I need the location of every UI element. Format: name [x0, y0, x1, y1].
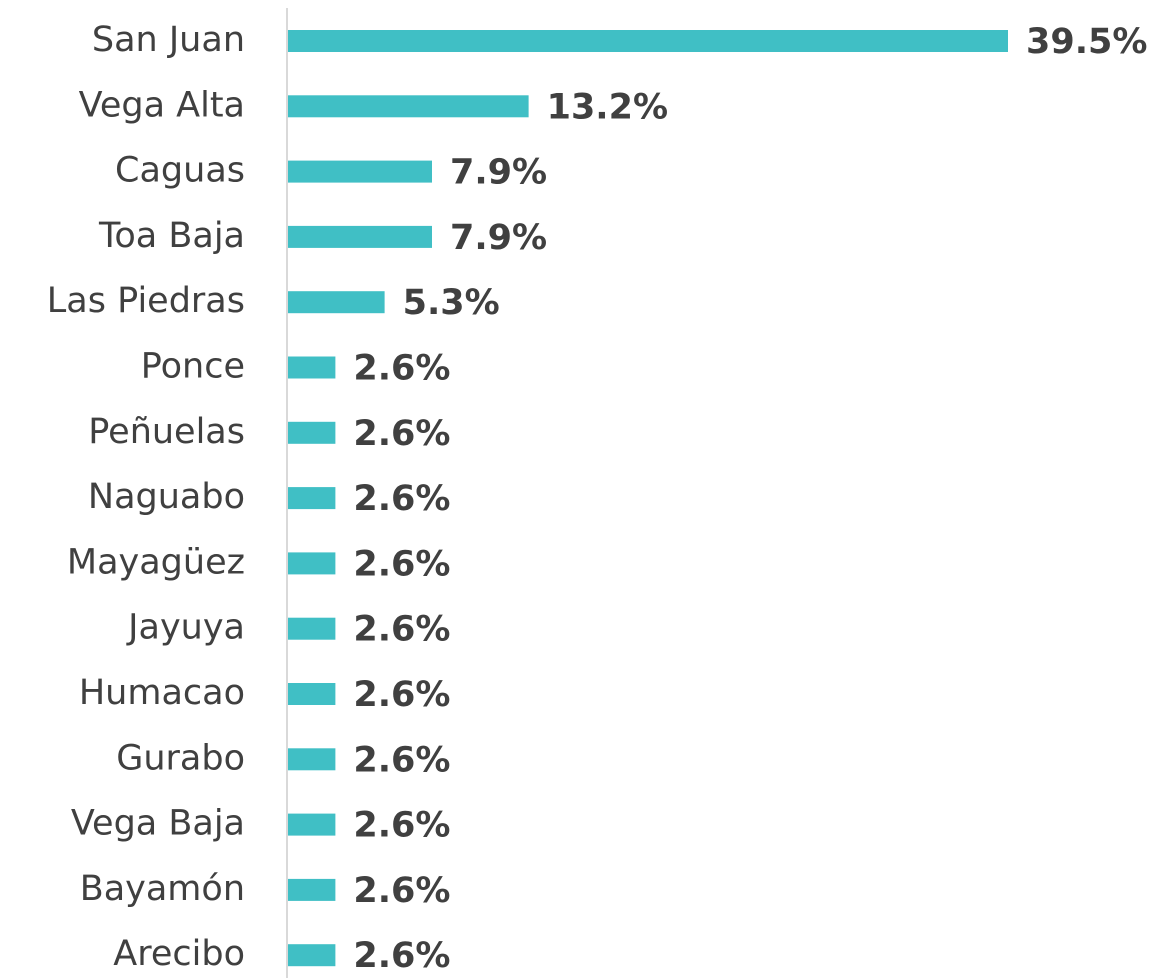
- data-label: 2.6%: [353, 610, 450, 650]
- bar: [288, 356, 336, 379]
- data-label: 2.6%: [353, 675, 450, 715]
- bar: [288, 160, 432, 183]
- bar: [288, 683, 336, 705]
- data-label: 2.6%: [353, 740, 450, 780]
- category-label: Humacao: [79, 673, 245, 713]
- category-label: Naguabo: [88, 477, 245, 517]
- category-label: Bayamón: [80, 869, 245, 909]
- data-label: 2.6%: [353, 349, 450, 389]
- data-label: 13.2%: [547, 87, 668, 127]
- category-label: Las Piedras: [47, 281, 245, 321]
- category-label: Gurabo: [116, 738, 245, 778]
- data-label: 2.6%: [353, 806, 450, 846]
- bar: [288, 552, 336, 575]
- category-label: Toa Baja: [98, 216, 245, 256]
- data-label: 2.6%: [353, 544, 450, 584]
- bar: [288, 421, 336, 444]
- category-label: Vega Baja: [71, 804, 245, 844]
- category-label: Arecibo: [113, 934, 245, 974]
- data-label: 2.6%: [353, 871, 450, 911]
- category-label: Peñuelas: [88, 412, 245, 452]
- category-label: Mayagüez: [67, 542, 245, 582]
- bar: [288, 30, 1008, 52]
- data-label: 39.5%: [1026, 22, 1147, 62]
- data-label: 7.9%: [450, 218, 547, 258]
- bar: [288, 225, 432, 248]
- data-label: 2.6%: [353, 414, 450, 454]
- bar: [288, 878, 336, 901]
- data-label: 7.9%: [450, 153, 547, 193]
- category-label: Jayuya: [126, 608, 245, 648]
- bar: [288, 813, 336, 836]
- category-label: San Juan: [92, 20, 245, 60]
- bar: [288, 487, 336, 510]
- bar: [288, 291, 385, 314]
- bar: [288, 748, 336, 771]
- data-label: 5.3%: [403, 283, 500, 323]
- category-label: Caguas: [115, 151, 245, 191]
- data-label: 2.6%: [353, 936, 450, 976]
- bar: [288, 617, 336, 640]
- bar: [288, 95, 529, 118]
- category-label: Ponce: [141, 347, 245, 387]
- data-label: 2.6%: [353, 479, 450, 519]
- bar: [288, 944, 336, 967]
- category-label: Vega Alta: [79, 85, 245, 125]
